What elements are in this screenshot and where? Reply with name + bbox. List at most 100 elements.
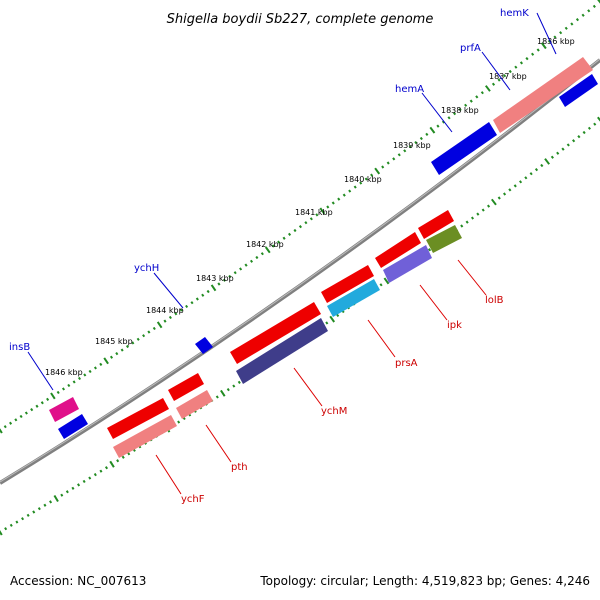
gene-label-lolB[interactable]: lolB <box>485 295 504 306</box>
gene-block-hemK[interactable] <box>559 74 598 107</box>
tick-mark <box>152 326 156 331</box>
tick-mark <box>348 189 352 193</box>
tick-mark <box>587 9 591 13</box>
tick-mark <box>293 228 297 233</box>
tick-mark <box>282 236 286 240</box>
leader-line <box>153 272 184 309</box>
tick-mark <box>534 167 539 172</box>
tick-mark <box>9 421 13 425</box>
gene-label-hemK[interactable]: hemK <box>500 8 529 19</box>
gene-label-prfA[interactable]: prfA <box>460 43 481 54</box>
gene-block-ipk-3[interactable] <box>418 210 454 239</box>
tick-mark <box>127 452 131 456</box>
leader-line <box>536 12 557 55</box>
tick-mark <box>49 500 53 504</box>
gene-block-insB[interactable] <box>49 397 79 422</box>
leader-line <box>205 424 232 463</box>
gene-block-ychM[interactable] <box>236 318 328 384</box>
tick-mark <box>260 252 264 256</box>
gene-label-insB[interactable]: insB <box>9 342 30 353</box>
gene-label-prsA[interactable]: prsA <box>395 358 418 369</box>
tick-mark <box>429 126 436 134</box>
tick-mark <box>597 0 600 4</box>
tick-mark <box>403 149 407 153</box>
tick-mark <box>452 111 457 116</box>
tick-mark <box>4 527 8 531</box>
tick-mark <box>37 507 41 511</box>
leader-line <box>419 284 448 321</box>
gene-labels-top: hemK prfA hemA ychH insB <box>9 8 529 353</box>
tick-mark <box>71 486 75 490</box>
gene-block-insB-2[interactable] <box>58 414 88 439</box>
tick-mark <box>531 52 535 56</box>
gene-leaders-bottom <box>155 259 487 495</box>
tick-mark <box>15 520 19 524</box>
scale-label: 1845 kbp <box>95 337 133 346</box>
tick-mark <box>201 293 205 297</box>
gene-label-ychF[interactable]: ychF <box>181 494 205 505</box>
gene-block-lolB[interactable] <box>426 225 462 253</box>
gene-block-hemA[interactable] <box>431 122 497 175</box>
tick-mark <box>264 246 271 254</box>
leader-line <box>27 351 54 391</box>
leader-line <box>481 51 511 91</box>
gene-block-prsA[interactable] <box>327 279 380 317</box>
tick-mark <box>0 530 3 536</box>
tick-mark <box>441 120 446 124</box>
gene-block-ipk-2[interactable] <box>375 232 421 268</box>
tick-mark <box>550 155 554 159</box>
tick-mark <box>325 321 329 325</box>
tick-mark <box>592 4 596 9</box>
gene-label-ychH[interactable]: ychH <box>134 263 159 274</box>
tick-mark <box>147 330 151 334</box>
tick-mark <box>491 82 496 86</box>
gene-block-ychF[interactable] <box>113 415 177 458</box>
gene-block-pth-2[interactable] <box>168 373 204 401</box>
tick-mark <box>553 35 557 39</box>
gene-block-pth[interactable] <box>176 390 213 419</box>
gene-block-ipk[interactable] <box>383 245 432 283</box>
tick-mark <box>142 334 146 338</box>
tick-mark <box>556 151 560 155</box>
tick-mark <box>125 344 130 349</box>
tick-mark <box>559 31 563 35</box>
leader-line <box>155 454 182 495</box>
tick-mark <box>3 425 7 429</box>
gene-block-prfA[interactable] <box>493 57 593 133</box>
tick-mark <box>103 357 109 365</box>
tick-mark <box>93 472 97 477</box>
gene-label-hemA[interactable]: hemA <box>395 84 424 95</box>
tick-mark <box>255 255 259 260</box>
gene-block-prsA-2[interactable] <box>321 265 374 303</box>
gene-block-ychF-2[interactable] <box>107 398 169 439</box>
tick-mark <box>60 493 64 497</box>
tick-mark <box>190 301 194 305</box>
tick-mark <box>83 373 87 377</box>
tick-mark <box>21 517 25 521</box>
tick-mark <box>570 22 574 26</box>
gene-block-ychM-2[interactable] <box>230 302 321 364</box>
tick-mark <box>116 459 120 463</box>
tick-mark <box>14 418 18 422</box>
gene-block-ychH[interactable] <box>195 337 213 354</box>
gene-label-ipk[interactable]: ipk <box>447 320 462 331</box>
tick-mark <box>572 139 576 143</box>
tick-mark <box>115 352 119 356</box>
tick-mark <box>337 197 341 201</box>
tick-mark <box>65 490 69 494</box>
tick-mark <box>287 232 292 236</box>
tick-mark <box>46 397 50 401</box>
tick-mark <box>24 411 28 415</box>
tick-mark <box>408 145 412 149</box>
tick-mark <box>326 205 330 209</box>
gene-label-pth[interactable]: pth <box>231 462 248 473</box>
scale-label: 1842 kbp <box>246 240 284 249</box>
tick-mark <box>540 163 544 168</box>
tick-mark <box>342 193 346 197</box>
tick-mark <box>195 297 199 301</box>
tick-mark <box>364 177 368 181</box>
tick-mark <box>32 510 36 514</box>
gene-label-ychM[interactable]: ychM <box>321 406 347 417</box>
tick-mark <box>239 267 243 271</box>
tick-mark <box>383 277 390 285</box>
